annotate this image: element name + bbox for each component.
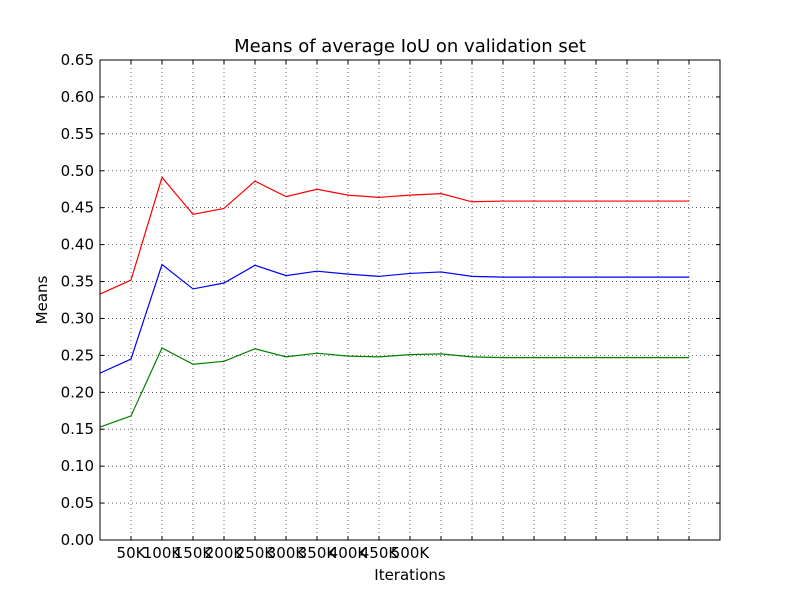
x-tick-label: 100K bbox=[143, 544, 183, 562]
y-tick-label: 0.00 bbox=[61, 531, 94, 549]
y-tick-label: 0.35 bbox=[61, 273, 94, 291]
y-tick-label: 0.40 bbox=[61, 236, 94, 254]
chart-title: Means of average IoU on validation set bbox=[234, 36, 586, 57]
y-tick-label: 0.30 bbox=[61, 309, 94, 327]
plot-area-frame bbox=[99, 59, 721, 541]
series-line-1 bbox=[99, 176, 689, 295]
x-tick-label: 350K bbox=[298, 544, 338, 562]
series-line-2 bbox=[99, 263, 689, 374]
x-tick-label: 200K bbox=[205, 544, 245, 562]
x-axis-label: Iterations bbox=[374, 566, 446, 584]
y-tick-label: 0.45 bbox=[61, 199, 94, 217]
x-tick-label: 400K bbox=[329, 544, 369, 562]
x-tick-label: 300K bbox=[267, 544, 307, 562]
y-tick-label: 0.05 bbox=[61, 494, 94, 512]
x-tick-label: 500K bbox=[391, 544, 431, 562]
series-line-3 bbox=[99, 347, 689, 428]
x-tick-label: 150K bbox=[174, 544, 214, 562]
y-axis-label: Means bbox=[33, 275, 51, 324]
y-axis-ticks: 0.00 0.05 0.10 0.15 0.20 0.25 0.30 0.35 0.40 0.45… bbox=[61, 51, 720, 549]
y-tick-label: 0.50 bbox=[61, 162, 94, 180]
y-tick-label: 0.25 bbox=[61, 346, 94, 364]
x-tick-label: 50K bbox=[117, 544, 147, 562]
y-tick-label: 0.20 bbox=[61, 383, 94, 401]
y-tick-label: 0.15 bbox=[61, 420, 94, 438]
y-tick-label: 0.10 bbox=[61, 457, 94, 475]
y-tick-label: 0.55 bbox=[61, 125, 94, 143]
y-tick-label: 0.60 bbox=[61, 88, 94, 106]
grid bbox=[100, 59, 720, 541]
y-tick-label: 0.65 bbox=[61, 51, 94, 69]
x-tick-label: 450K bbox=[360, 544, 400, 562]
x-tick-label: 250K bbox=[236, 544, 276, 562]
series-lines bbox=[99, 176, 689, 428]
